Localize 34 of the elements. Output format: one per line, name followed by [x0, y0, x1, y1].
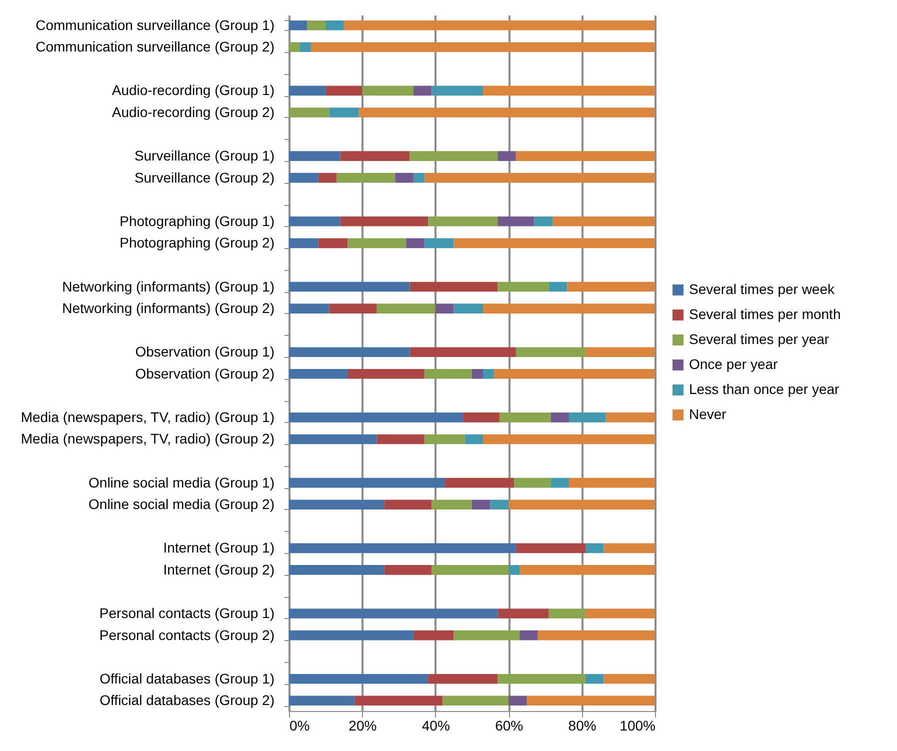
y-tick-label: Online social media (Group 1): [88, 474, 274, 490]
legend-label: Never: [689, 406, 727, 422]
y-tick-label: Official databases (Group 1): [100, 670, 274, 686]
y-tick-label: Media (newspapers, TV, radio) (Group 1): [20, 408, 274, 425]
y-tick-label: Networking (informants) (Group 1): [62, 278, 274, 294]
legend-label: Several times per year: [689, 330, 830, 347]
y-tick-label: Photographing (Group 1): [120, 212, 274, 229]
y-tick-label: Communication surveillance (Group 1): [36, 16, 274, 33]
legend-label: Several times per month: [689, 306, 841, 322]
y-tick-label: Surveillance (Group 1): [134, 148, 274, 164]
x-tick-label: 40%: [422, 718, 450, 734]
y-tick-label: Official databases (Group 2): [100, 692, 274, 708]
y-tick-label: Photographing (Group 2): [120, 234, 274, 251]
y-tick-label: Communication surveillance (Group 2): [36, 38, 274, 55]
x-tick-label: 80%: [568, 718, 596, 734]
legend-label: Several times per week: [689, 280, 836, 297]
y-tick-label: Online social media (Group 2): [88, 496, 274, 512]
y-tick-label: Observation (Group 2): [135, 365, 274, 382]
y-tick-label: Networking (informants) (Group 2): [62, 300, 274, 316]
legend-label: Less than once per year: [689, 380, 840, 397]
legend-label: Once per year: [689, 356, 778, 372]
y-tick-label: Audio-recording (Group 1): [112, 82, 274, 98]
y-tick-label: Internet (Group 1): [163, 540, 274, 556]
x-tick-label: 20%: [348, 718, 377, 734]
y-tick-label: Personal contacts (Group 1): [99, 605, 274, 622]
x-tick-label: 0%: [290, 718, 310, 734]
y-tick-label: Audio-recording (Group 2): [112, 104, 274, 120]
x-tick-label: 100%: [620, 718, 656, 734]
y-tick-label: Media (newspapers, TV, radio) (Group 2): [20, 430, 274, 447]
y-tick-label: Personal contacts (Group 2): [99, 626, 274, 643]
y-tick-label: Surveillance (Group 2): [134, 169, 274, 186]
x-tick-label: 60%: [495, 718, 524, 734]
y-tick-label: Internet (Group 2): [163, 561, 274, 578]
y-tick-label: Observation (Group 1): [135, 344, 274, 360]
